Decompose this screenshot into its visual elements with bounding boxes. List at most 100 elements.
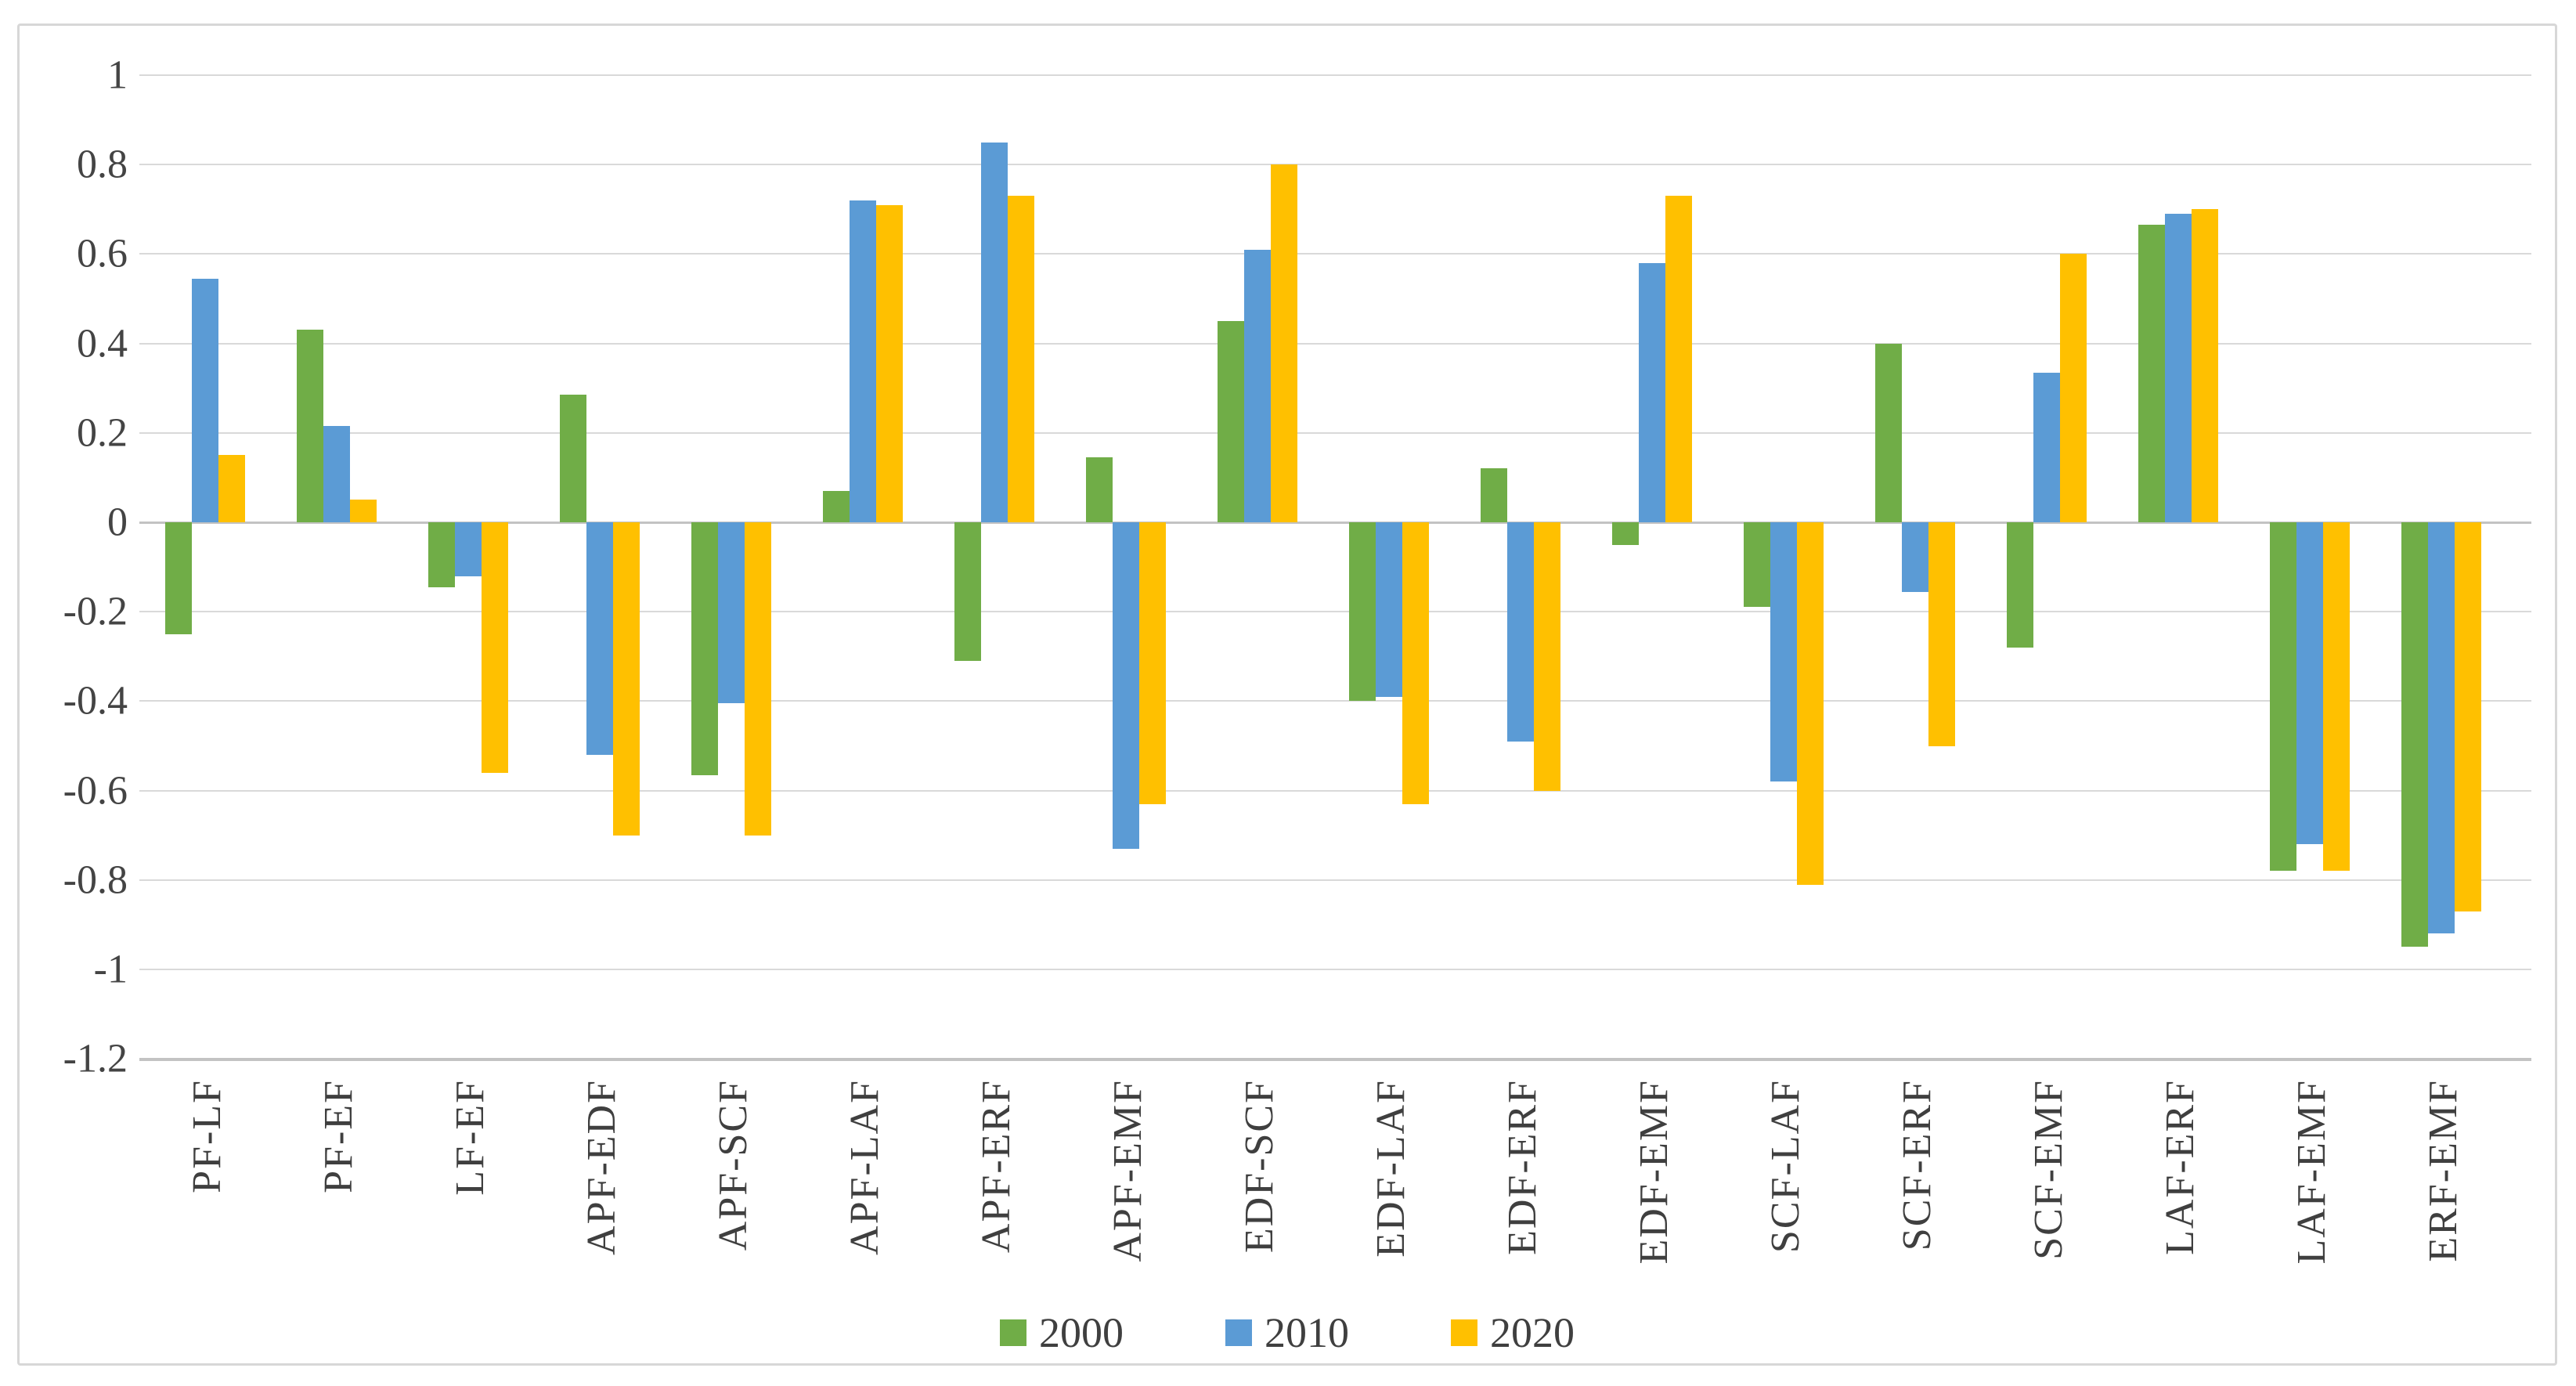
gridline (139, 789, 2531, 792)
y-tick-label: 0.4 (77, 321, 128, 366)
x-category-label: SCF-EMF (2026, 1079, 2071, 1260)
gridline (139, 431, 2531, 434)
legend-label: 2010 (1265, 1309, 1349, 1356)
bar-2010-LF-EF (455, 522, 482, 576)
y-tick-label: 0.8 (77, 142, 128, 187)
bar-2010-LAF-ERF (2165, 214, 2192, 522)
bar-2020-APF-EMF (1139, 522, 1166, 804)
bar-2000-LAF-ERF (2138, 225, 2165, 522)
x-category-label: EDF-LAF (1369, 1079, 1413, 1258)
legend-swatch-icon (1225, 1319, 1252, 1346)
gridline (139, 611, 2531, 613)
x-category-label: LAF-ERF (2158, 1079, 2203, 1256)
gridline (139, 700, 2531, 702)
x-category-label: APF-LAF (842, 1079, 887, 1256)
x-category-label: EDF-SCF (1237, 1079, 1282, 1254)
x-category-label: APF-SCF (711, 1079, 756, 1251)
x-category-label: ERF-EMF (2421, 1079, 2466, 1262)
gridline (139, 1058, 2531, 1062)
x-category-label: PF-LF (185, 1079, 229, 1194)
bar-2000-LAF-EMF (2270, 522, 2296, 872)
bar-2000-EDF-EMF (1612, 522, 1639, 545)
x-category-label: LAF-EMF (2289, 1079, 2334, 1265)
bar-2020-LF-EF (482, 522, 508, 773)
bar-2000-SCF-ERF (1875, 343, 1902, 522)
bar-2020-EDF-EMF (1665, 196, 1692, 522)
bar-2010-LAF-EMF (2296, 522, 2323, 845)
bar-2010-APF-SCF (718, 522, 745, 704)
y-tick-label: -0.2 (63, 589, 128, 634)
bar-2020-SCF-EMF (2060, 254, 2087, 522)
bar-2000-EDF-LAF (1349, 522, 1376, 702)
bar-2010-ERF-EMF (2428, 522, 2455, 934)
legend-swatch-icon (1000, 1319, 1026, 1346)
y-tick-label: 1 (107, 52, 128, 98)
y-tick-label: 0.2 (77, 410, 128, 456)
bar-2010-PF-EF (323, 426, 350, 522)
legend-item-2020: 2020 (1451, 1308, 1575, 1357)
bar-2020-LAF-ERF (2192, 209, 2218, 522)
y-tick-label: 0 (107, 500, 128, 545)
bar-2010-SCF-LAF (1770, 522, 1797, 782)
bar-2000-APF-EMF (1086, 457, 1113, 522)
bar-2000-APF-LAF (823, 491, 850, 522)
x-category-label: SCF-ERF (1895, 1079, 1939, 1251)
bar-2000-APF-ERF (954, 522, 981, 661)
bar-2010-SCF-ERF (1902, 522, 1928, 592)
bar-2020-EDF-SCF (1271, 164, 1297, 522)
gridline (139, 74, 2531, 76)
bar-2020-ERF-EMF (2455, 522, 2481, 911)
y-tick-label: -1.2 (63, 1036, 128, 1081)
bar-2010-EDF-SCF (1244, 249, 1271, 522)
gridline (139, 253, 2531, 255)
legend-item-2000: 2000 (1000, 1308, 1124, 1357)
x-category-label: LF-EF (448, 1079, 492, 1196)
x-category-label: PF-EF (316, 1079, 361, 1194)
bar-2020-SCF-LAF (1797, 522, 1824, 885)
bar-2000-EDF-SCF (1218, 321, 1244, 522)
x-category-label: SCF-LAF (1763, 1079, 1808, 1254)
y-tick-label: -0.8 (63, 857, 128, 903)
bar-2000-LF-EF (428, 522, 455, 587)
bar-2010-EDF-LAF (1376, 522, 1402, 697)
y-tick-label: -1 (93, 947, 128, 992)
bar-2010-SCF-EMF (2033, 372, 2060, 522)
gridline (139, 969, 2531, 970)
x-category-label: APF-ERF (974, 1079, 1019, 1254)
legend: 2000 2010 2020 (20, 1308, 2555, 1357)
bar-2000-SCF-EMF (2007, 522, 2033, 648)
x-category-label: EDF-ERF (1500, 1079, 1545, 1256)
bar-2010-APF-EMF (1113, 522, 1139, 849)
x-category-label: EDF-EMF (1632, 1079, 1676, 1265)
bar-2020-EDF-LAF (1402, 522, 1429, 804)
legend-swatch-icon (1451, 1319, 1477, 1346)
legend-label: 2020 (1490, 1309, 1575, 1356)
plot-area: 1 0.8 0.6 0.4 0.2 0 -0.2 -0.4 -0.6 -0.8 -1 -1.2 PF-L… (20, 26, 2555, 1363)
bar-2010-PF-LF (192, 278, 218, 522)
bar-2000-APF-SCF (691, 522, 718, 775)
bar-2000-ERF-EMF (2401, 522, 2428, 947)
bar-2020-EDF-ERF (1534, 522, 1560, 791)
y-tick-label: -0.4 (63, 678, 128, 724)
x-category-label: APF-EDF (579, 1079, 624, 1256)
bar-2020-PF-LF (218, 455, 245, 522)
legend-item-2010: 2010 (1225, 1308, 1349, 1357)
gridline (139, 342, 2531, 345)
bar-2000-PF-EF (297, 330, 323, 522)
bar-2010-EDF-ERF (1507, 522, 1534, 742)
bar-2010-APF-LAF (850, 200, 876, 522)
gridline (139, 522, 2531, 524)
bar-2020-PF-EF (350, 500, 377, 522)
x-category-label: APF-EMF (1106, 1079, 1150, 1262)
bar-2020-APF-ERF (1008, 196, 1034, 522)
bar-2020-LAF-EMF (2323, 522, 2350, 872)
bar-2020-SCF-ERF (1928, 522, 1955, 746)
bar-2010-APF-EDF (586, 522, 613, 755)
chart-frame: 1 0.8 0.6 0.4 0.2 0 -0.2 -0.4 -0.6 -0.8 -1 -1.2 PF-L… (17, 23, 2557, 1366)
bar-2000-EDF-ERF (1481, 468, 1507, 522)
bar-2000-PF-LF (165, 522, 192, 634)
bar-2020-APF-LAF (876, 204, 903, 522)
y-tick-label: 0.6 (77, 231, 128, 276)
bar-2020-APF-SCF (745, 522, 771, 836)
legend-label: 2000 (1039, 1309, 1124, 1356)
